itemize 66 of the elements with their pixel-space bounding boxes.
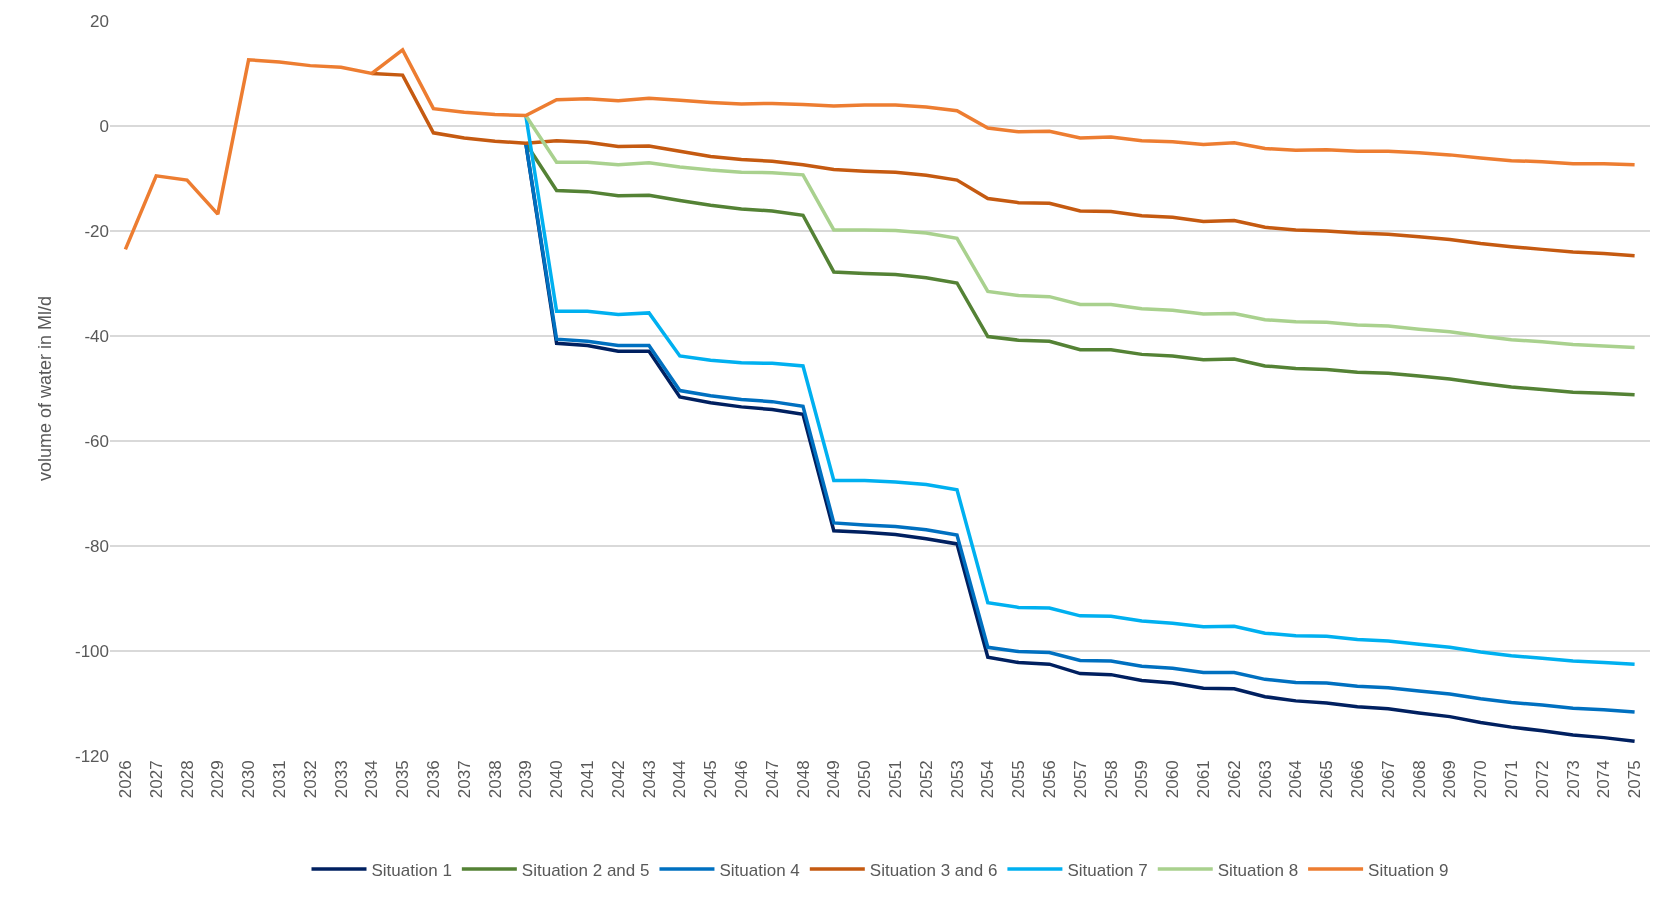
y-axis-title: volume of water in Ml/d [35, 295, 56, 482]
x-tick-label: 2038 [485, 760, 505, 799]
x-tick-label: 2072 [1532, 760, 1552, 799]
x-tick-label: 2037 [454, 760, 474, 799]
legend-label: Situation 1 [371, 860, 452, 880]
y-tick-label: 0 [99, 116, 109, 136]
x-tick-label: 2031 [269, 760, 289, 799]
x-tick-label: 2042 [608, 760, 628, 799]
x-tick-label: 2052 [916, 760, 936, 799]
x-tick-label: 2045 [701, 760, 721, 799]
x-tick-label: 2068 [1409, 760, 1429, 799]
y-tick-label: -60 [84, 431, 109, 451]
x-tick-label: 2062 [1224, 760, 1244, 799]
x-tick-label: 2047 [762, 760, 782, 799]
x-tick-label: 2075 [1625, 760, 1645, 799]
x-tick-label: 2060 [1163, 760, 1183, 799]
x-tick-label: 2064 [1286, 760, 1306, 799]
legend-label: Situation 7 [1067, 860, 1148, 880]
x-tick-label: 2033 [331, 760, 351, 799]
x-tick-label: 2070 [1471, 760, 1491, 799]
x-tick-label: 2065 [1317, 760, 1337, 799]
x-tick-label: 2067 [1378, 760, 1398, 799]
y-tick-label: -20 [84, 221, 109, 241]
x-tick-label: 2035 [393, 760, 413, 799]
x-tick-label: 2051 [885, 760, 905, 799]
y-tick-label: -40 [84, 326, 109, 346]
x-tick-label: 2044 [670, 760, 690, 799]
x-tick-label: 2036 [423, 760, 443, 799]
x-tick-label: 2055 [1009, 760, 1029, 799]
x-tick-label: 2030 [239, 760, 259, 799]
x-tick-label: 2048 [793, 760, 813, 799]
x-tick-label: 2071 [1501, 760, 1521, 799]
x-tick-label: 2027 [146, 760, 166, 799]
x-tick-label: 2061 [1193, 760, 1213, 799]
x-tick-label: 2054 [978, 760, 998, 799]
x-tick-label: 2050 [855, 760, 875, 799]
y-tick-label: 20 [90, 11, 109, 31]
x-tick-label: 2029 [208, 760, 228, 799]
x-tick-label: 2034 [362, 760, 382, 799]
x-tick-label: 2046 [731, 760, 751, 799]
x-tick-label: 2059 [1132, 760, 1152, 799]
x-tick-label: 2057 [1070, 760, 1090, 799]
y-tick-label: -80 [84, 536, 109, 556]
legend-label: Situation 9 [1368, 860, 1449, 880]
legend-label: Situation 2 and 5 [521, 860, 650, 880]
legend-label: Situation 3 and 6 [869, 860, 998, 880]
x-tick-label: 2039 [516, 760, 536, 799]
x-tick-label: 2073 [1563, 760, 1583, 799]
y-tick-label: -120 [74, 746, 109, 766]
x-tick-label: 2053 [947, 760, 967, 799]
x-tick-label: 2058 [1101, 760, 1121, 799]
legend-label: Situation 4 [719, 860, 800, 880]
x-tick-label: 2028 [177, 760, 197, 799]
x-tick-label: 2041 [577, 760, 597, 799]
x-tick-label: 2069 [1440, 760, 1460, 799]
x-tick-label: 2032 [300, 760, 320, 799]
y-tick-label: -100 [74, 641, 109, 661]
legend-label: Situation 8 [1217, 860, 1299, 880]
x-tick-label: 2049 [824, 760, 844, 799]
x-tick-label: 2066 [1347, 760, 1367, 799]
x-tick-label: 2063 [1255, 760, 1275, 799]
x-tick-label: 2074 [1594, 760, 1614, 799]
x-tick-label: 2040 [547, 760, 567, 799]
x-tick-label: 2026 [115, 760, 135, 799]
x-tick-label: 2056 [1039, 760, 1059, 799]
x-tick-label: 2043 [639, 760, 659, 799]
